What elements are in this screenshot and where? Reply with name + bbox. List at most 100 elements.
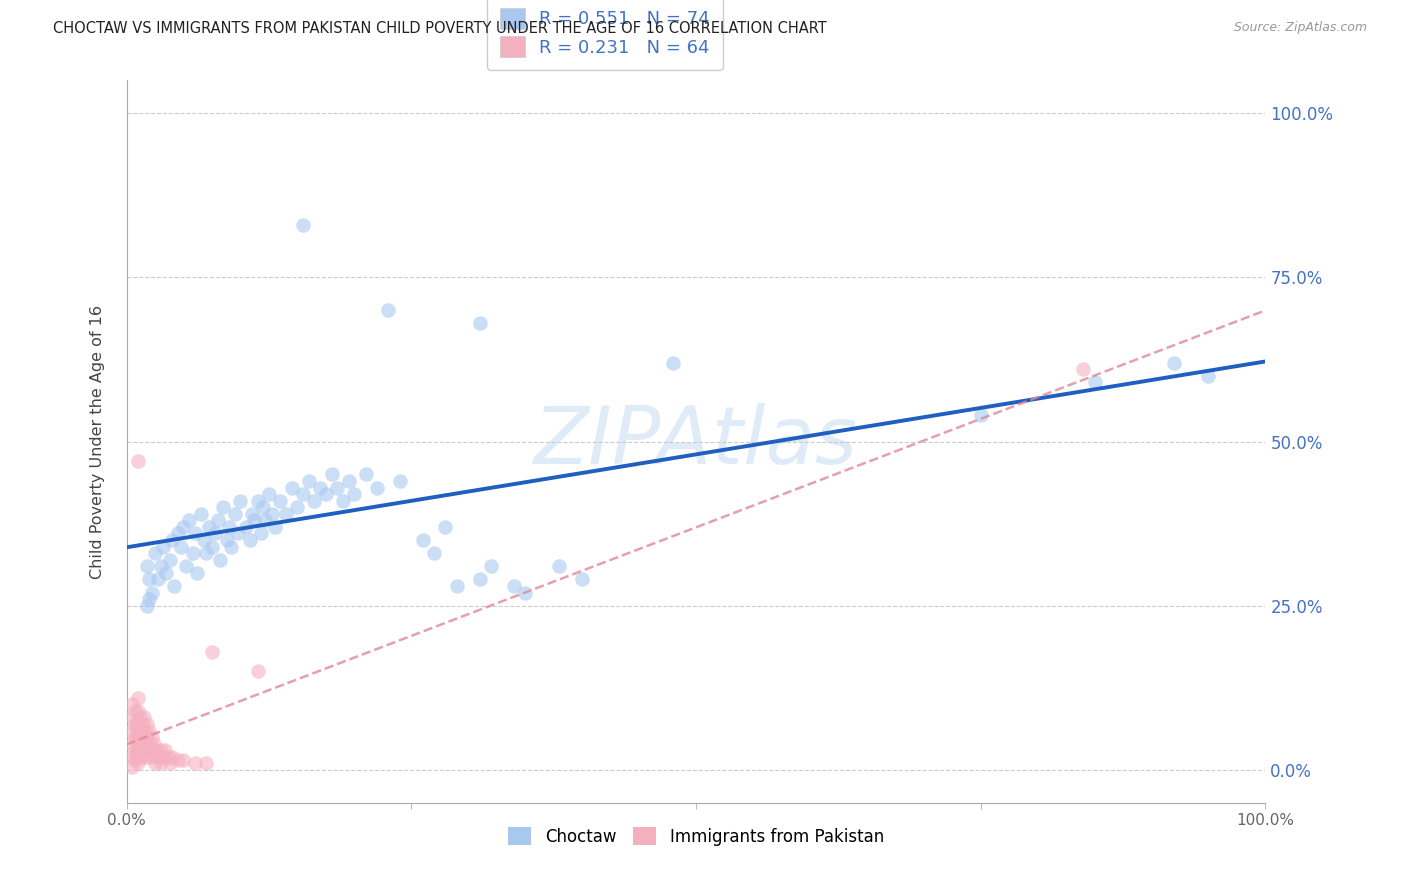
Point xyxy=(184,756,207,771)
Point xyxy=(172,753,194,767)
Point xyxy=(141,743,163,757)
Point xyxy=(136,743,159,757)
Text: ZIPAtlas: ZIPAtlas xyxy=(534,402,858,481)
Point xyxy=(159,756,181,771)
Point xyxy=(138,573,160,587)
Point xyxy=(160,749,183,764)
Point xyxy=(298,474,321,488)
Point xyxy=(138,592,160,607)
Point xyxy=(127,743,149,757)
Point xyxy=(250,526,273,541)
Point xyxy=(121,749,143,764)
Point xyxy=(292,218,315,232)
Point xyxy=(124,720,146,734)
Point xyxy=(163,579,186,593)
Point xyxy=(148,573,170,587)
Point xyxy=(131,743,153,757)
Text: Source: ZipAtlas.com: Source: ZipAtlas.com xyxy=(1233,21,1367,35)
Legend: Choctaw, Immigrants from Pakistan: Choctaw, Immigrants from Pakistan xyxy=(498,817,894,856)
Point xyxy=(204,526,226,541)
Point xyxy=(366,481,388,495)
Point xyxy=(124,753,146,767)
Point xyxy=(124,743,146,757)
Point xyxy=(423,546,446,560)
Point xyxy=(1163,356,1185,370)
Point xyxy=(315,487,337,501)
Point xyxy=(246,665,269,679)
Point xyxy=(124,704,146,718)
Point xyxy=(479,559,502,574)
Point xyxy=(571,573,593,587)
Point xyxy=(121,737,143,751)
Point xyxy=(292,487,315,501)
Point xyxy=(131,717,153,731)
Point xyxy=(141,585,163,599)
Point xyxy=(160,533,183,547)
Point xyxy=(127,454,149,468)
Point xyxy=(121,723,143,738)
Point xyxy=(468,573,491,587)
Point xyxy=(127,756,149,771)
Point xyxy=(226,526,249,541)
Point xyxy=(145,743,167,757)
Point xyxy=(1198,368,1220,383)
Point xyxy=(221,540,243,554)
Point xyxy=(166,526,188,541)
Point xyxy=(127,690,149,705)
Point xyxy=(262,507,284,521)
Point xyxy=(138,737,160,751)
Point xyxy=(170,540,193,554)
Point xyxy=(134,747,156,761)
Point xyxy=(179,513,201,527)
Point xyxy=(186,566,208,580)
Point xyxy=(129,749,152,764)
Point xyxy=(149,743,172,757)
Point xyxy=(129,737,152,751)
Point xyxy=(134,733,156,747)
Point xyxy=(124,747,146,761)
Point xyxy=(280,481,302,495)
Point xyxy=(149,559,172,574)
Point xyxy=(274,507,297,521)
Text: CHOCTAW VS IMMIGRANTS FROM PAKISTAN CHILD POVERTY UNDER THE AGE OF 16 CORRELATIO: CHOCTAW VS IMMIGRANTS FROM PAKISTAN CHIL… xyxy=(53,21,827,37)
Point xyxy=(127,730,149,744)
Point xyxy=(124,730,146,744)
Point xyxy=(156,749,179,764)
Point xyxy=(207,513,229,527)
Point xyxy=(662,356,685,370)
Point xyxy=(125,739,148,754)
Point xyxy=(148,749,170,764)
Point xyxy=(1084,376,1107,390)
Point xyxy=(143,756,166,771)
Point xyxy=(132,723,155,738)
Point xyxy=(132,749,155,764)
Point xyxy=(127,704,149,718)
Point xyxy=(446,579,468,593)
Point xyxy=(174,559,197,574)
Point xyxy=(332,493,354,508)
Point xyxy=(190,507,212,521)
Point xyxy=(184,526,207,541)
Point xyxy=(125,714,148,728)
Point xyxy=(263,520,285,534)
Point xyxy=(124,733,146,747)
Point xyxy=(224,507,246,521)
Point xyxy=(136,717,159,731)
Point xyxy=(412,533,434,547)
Point xyxy=(215,533,238,547)
Point xyxy=(970,409,993,423)
Point xyxy=(193,533,215,547)
Point xyxy=(129,710,152,724)
Point xyxy=(181,546,204,560)
Point xyxy=(257,487,280,501)
Point xyxy=(337,474,360,488)
Point xyxy=(172,520,194,534)
Point xyxy=(243,513,266,527)
Point xyxy=(142,737,165,751)
Point xyxy=(343,487,366,501)
Point xyxy=(142,749,165,764)
Point xyxy=(149,756,172,771)
Point xyxy=(254,513,277,527)
Point xyxy=(159,553,181,567)
Point xyxy=(155,743,177,757)
